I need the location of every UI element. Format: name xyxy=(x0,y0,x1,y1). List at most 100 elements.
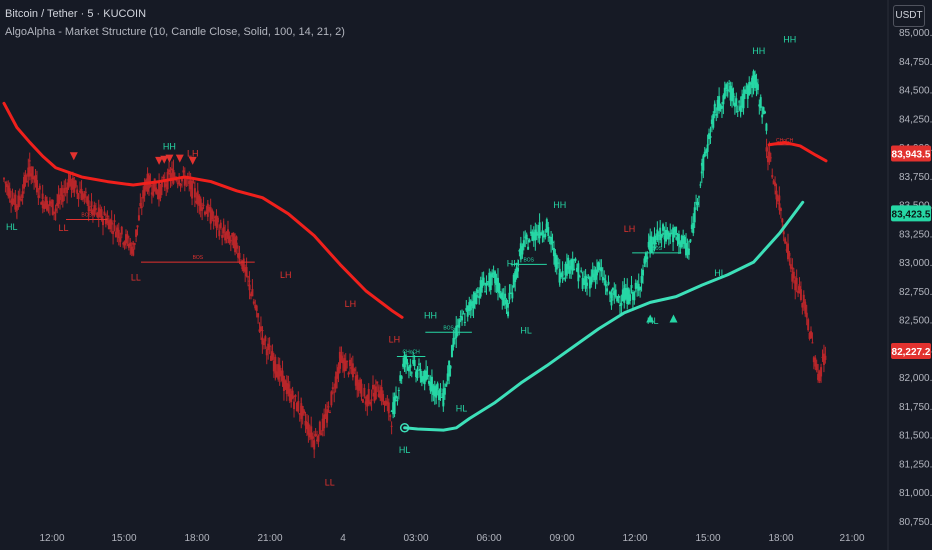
x-tick-label: 06:00 xyxy=(476,533,501,544)
candle-body xyxy=(215,215,218,228)
candle-body xyxy=(514,271,517,283)
candle-body xyxy=(688,248,690,250)
candle-body xyxy=(779,208,782,211)
candle-body xyxy=(636,286,639,288)
candle-body xyxy=(261,330,264,332)
candle-body xyxy=(482,277,485,285)
candle-body xyxy=(440,396,443,398)
candle-body xyxy=(689,239,692,242)
currency-button[interactable]: USDT xyxy=(893,5,925,27)
structure-label: LH xyxy=(624,224,636,234)
candle-body xyxy=(267,343,270,350)
candle-body xyxy=(697,196,700,198)
candle-body xyxy=(708,133,711,140)
candle-body xyxy=(57,194,60,204)
candle-body xyxy=(782,231,785,235)
candle-body xyxy=(680,235,683,247)
candle-body xyxy=(222,226,225,234)
candle-body xyxy=(731,88,734,102)
candle-body xyxy=(550,236,553,245)
indicator-legend[interactable]: AlgoAlpha - Market Structure (10, Candle… xyxy=(5,26,345,38)
candle-body xyxy=(277,364,280,380)
trend-start-marker xyxy=(399,423,410,433)
candle-body xyxy=(241,260,244,270)
y-tick-label: 84,750.0 xyxy=(899,57,932,68)
candle-body xyxy=(293,401,296,410)
candle-body xyxy=(35,180,38,193)
candle-body xyxy=(633,292,636,301)
candle-body xyxy=(370,399,373,401)
price-badge-text: 83,943.5 xyxy=(892,150,931,161)
structure-break-label: BOS xyxy=(81,213,92,219)
candle-body xyxy=(488,272,491,288)
candle-body xyxy=(106,215,109,217)
candle-body xyxy=(69,174,72,183)
candle-body xyxy=(160,182,163,188)
price-axis[interactable]: 85,000.084,750.084,500.084,250.084,000.0… xyxy=(887,0,932,550)
y-tick-label: 81,250.0 xyxy=(899,459,932,470)
structure-break-label: BOS xyxy=(443,325,454,331)
candle-body xyxy=(106,217,109,224)
candle-body xyxy=(156,190,159,195)
candle-body xyxy=(310,426,313,440)
candle-body xyxy=(659,227,662,241)
candle-body xyxy=(31,166,34,180)
candle-body xyxy=(601,277,604,281)
candle-body xyxy=(357,382,360,391)
candle-body xyxy=(690,224,693,230)
candle-body xyxy=(817,378,820,380)
candle-body xyxy=(280,370,283,377)
candle-body xyxy=(608,291,611,295)
candle-body xyxy=(257,313,260,318)
candle-body xyxy=(242,258,245,272)
candle-body xyxy=(551,241,554,243)
candle-body xyxy=(389,415,392,417)
candle-body xyxy=(791,267,794,270)
candle-body xyxy=(498,283,501,294)
candle-body xyxy=(812,357,815,363)
candle-body xyxy=(359,379,362,391)
candle-body xyxy=(656,229,659,241)
candle-body xyxy=(769,157,772,159)
candle-body xyxy=(323,414,326,429)
candle-body xyxy=(61,195,64,202)
candle-body xyxy=(119,237,122,242)
candle-body xyxy=(390,410,393,412)
candle-body xyxy=(198,195,201,206)
price-badge-bg xyxy=(891,145,931,162)
candle-body xyxy=(295,402,298,411)
candle-body xyxy=(598,267,601,271)
structure-label: HL xyxy=(520,325,532,335)
candle-body xyxy=(83,193,86,198)
x-tick-label: 15:00 xyxy=(111,533,136,544)
candle-body xyxy=(443,388,446,395)
candle-body xyxy=(496,277,499,292)
candle-body xyxy=(814,357,817,367)
candle-body xyxy=(300,403,303,419)
candle-body xyxy=(524,236,527,238)
candle-body xyxy=(733,102,736,107)
candle-body xyxy=(743,89,746,94)
candle-body xyxy=(759,97,762,108)
candle-body xyxy=(189,180,192,190)
candle-body xyxy=(364,401,367,405)
candle-body xyxy=(104,218,107,225)
candle-body xyxy=(673,228,676,232)
candle-body xyxy=(254,305,257,309)
candle-body xyxy=(102,219,105,226)
candle-body xyxy=(778,203,781,211)
candle-body xyxy=(567,257,570,270)
time-axis[interactable]: 12:00 15:00 18:00 21:00 4 03:00 06:00 09:00 12:0… xyxy=(39,533,864,544)
candle-body xyxy=(218,230,221,237)
candle-body xyxy=(504,293,507,299)
candle-body xyxy=(627,289,630,304)
candle-body xyxy=(462,313,465,315)
x-tick-label: 12:00 xyxy=(39,533,64,544)
bull-trend-line xyxy=(403,200,805,432)
price-badge-bg xyxy=(891,205,931,222)
candle-body xyxy=(261,337,264,345)
candle-body xyxy=(568,265,571,274)
candle-body xyxy=(71,177,74,189)
candle-body xyxy=(127,243,130,248)
